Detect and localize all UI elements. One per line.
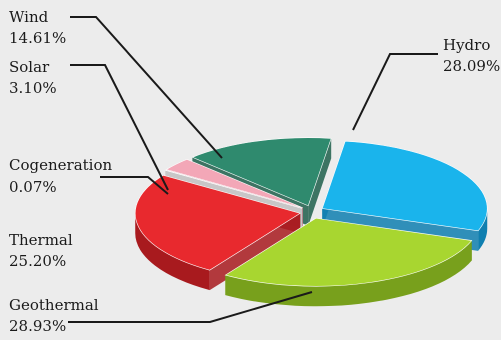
- value-wind: 14.61%: [9, 29, 66, 47]
- slice-solar: [165, 159, 303, 209]
- value-thermal: 25.20%: [9, 252, 66, 270]
- leader-line-solar: [70, 64, 169, 191]
- leader-line-geothermal: [68, 291, 313, 323]
- pie-tops: [134, 137, 488, 287]
- leader-line-hydro: [352, 53, 438, 131]
- value-cogeneration: 0.07%: [9, 178, 57, 196]
- slice-side-geothermal: [225, 240, 472, 307]
- slice-cogeneration: [164, 169, 303, 209]
- label-geothermal: Geothermal: [9, 296, 99, 314]
- label-hydro: Hydro: [443, 36, 490, 54]
- leader-line-cogeneration: [100, 176, 169, 195]
- slice-thermal: [134, 174, 301, 271]
- label-thermal: Thermal: [9, 231, 73, 249]
- value-hydro: 28.09%: [443, 57, 500, 75]
- slice-hydro: [321, 140, 488, 232]
- slice-wind: [191, 137, 332, 207]
- slice-side-thermal: [135, 213, 210, 291]
- leader-line-wind: [70, 16, 223, 159]
- slice-geothermal: [224, 217, 473, 287]
- slice-cut-wind-1: [308, 138, 332, 226]
- label-wind: Wind: [9, 8, 49, 26]
- value-geothermal: 28.93%: [9, 317, 66, 335]
- value-solar: 3.10%: [9, 79, 57, 97]
- label-solar: Solar: [9, 58, 50, 76]
- label-cogeneration: Cogeneration: [9, 156, 112, 174]
- slice-side-hydro: [478, 208, 488, 251]
